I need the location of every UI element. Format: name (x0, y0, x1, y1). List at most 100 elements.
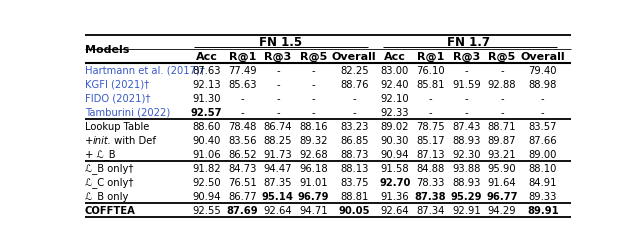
Text: 94.71: 94.71 (300, 205, 328, 215)
Text: 87.66: 87.66 (529, 135, 557, 145)
Text: R@5: R@5 (488, 52, 516, 62)
Text: 78.75: 78.75 (417, 121, 445, 131)
Text: 87.43: 87.43 (452, 121, 481, 131)
Text: 83.00: 83.00 (381, 66, 409, 76)
Text: -: - (276, 107, 280, 117)
Text: 92.33: 92.33 (381, 107, 409, 117)
Text: -: - (465, 66, 468, 76)
Text: 92.30: 92.30 (452, 149, 481, 159)
Text: 85.63: 85.63 (228, 80, 257, 90)
Text: FN 1.5: FN 1.5 (259, 36, 302, 49)
Text: 93.88: 93.88 (452, 163, 481, 173)
Text: Hartmann et al. (2017)†: Hartmann et al. (2017)† (85, 66, 205, 76)
Text: 78.48: 78.48 (228, 121, 257, 131)
Text: 76.10: 76.10 (417, 66, 445, 76)
Text: -: - (312, 66, 316, 76)
Text: -: - (312, 107, 316, 117)
Text: 92.91: 92.91 (452, 205, 481, 215)
Text: 86.74: 86.74 (264, 121, 292, 131)
Text: 87.34: 87.34 (417, 205, 445, 215)
Text: -: - (541, 94, 545, 104)
Text: 85.81: 85.81 (417, 80, 445, 90)
Text: 83.23: 83.23 (340, 121, 369, 131)
Text: 91.73: 91.73 (264, 149, 292, 159)
Text: 87.69: 87.69 (227, 205, 258, 215)
Text: -: - (500, 66, 504, 76)
Text: 88.98: 88.98 (529, 80, 557, 90)
Text: 88.25: 88.25 (264, 135, 292, 145)
Text: -: - (353, 94, 356, 104)
Text: FN 1.7: FN 1.7 (447, 36, 490, 49)
Text: R@3: R@3 (264, 52, 292, 62)
Text: 92.70: 92.70 (380, 177, 411, 187)
Text: ℒ_B only†: ℒ_B only† (85, 162, 134, 173)
Text: 96.18: 96.18 (300, 163, 328, 173)
Text: -: - (429, 94, 433, 104)
Text: 92.68: 92.68 (300, 149, 328, 159)
Text: 87.63: 87.63 (192, 66, 221, 76)
Text: 84.88: 84.88 (417, 163, 445, 173)
Text: 91.59: 91.59 (452, 80, 481, 90)
Text: R@3: R@3 (452, 52, 480, 62)
Text: 95.90: 95.90 (488, 163, 516, 173)
Text: -: - (241, 107, 244, 117)
Text: 95.14: 95.14 (262, 191, 294, 201)
Text: 92.57: 92.57 (191, 107, 222, 117)
Text: 89.87: 89.87 (488, 135, 516, 145)
Text: 94.29: 94.29 (488, 205, 516, 215)
Text: +: + (85, 135, 97, 145)
Text: 95.29: 95.29 (451, 191, 482, 201)
Text: 96.77: 96.77 (486, 191, 518, 201)
Text: 92.64: 92.64 (381, 205, 409, 215)
Text: 77.49: 77.49 (228, 66, 257, 76)
Text: 90.94: 90.94 (192, 191, 221, 201)
Text: 88.93: 88.93 (452, 177, 481, 187)
Text: 88.13: 88.13 (340, 163, 369, 173)
Text: -: - (500, 107, 504, 117)
Text: 86.77: 86.77 (228, 191, 257, 201)
Text: 89.00: 89.00 (529, 149, 557, 159)
Text: 84.91: 84.91 (529, 177, 557, 187)
Text: 87.38: 87.38 (415, 191, 447, 201)
Text: 91.06: 91.06 (192, 149, 221, 159)
Text: 88.81: 88.81 (340, 191, 369, 201)
Text: ℒ_B only: ℒ_B only (85, 190, 129, 201)
Text: Overall: Overall (332, 52, 376, 62)
Text: -: - (465, 94, 468, 104)
Text: 94.47: 94.47 (264, 163, 292, 173)
Text: 87.13: 87.13 (417, 149, 445, 159)
Text: 90.05: 90.05 (339, 205, 370, 215)
Text: -: - (353, 107, 356, 117)
Text: 91.36: 91.36 (381, 191, 409, 201)
Text: -: - (312, 80, 316, 90)
Text: 85.17: 85.17 (417, 135, 445, 145)
Text: 90.40: 90.40 (192, 135, 221, 145)
Text: 88.93: 88.93 (452, 135, 481, 145)
Text: 89.91: 89.91 (527, 205, 559, 215)
Text: R@5: R@5 (300, 52, 327, 62)
Text: init.: init. (92, 135, 111, 145)
Text: 91.58: 91.58 (381, 163, 409, 173)
Text: -: - (429, 107, 433, 117)
Text: 88.60: 88.60 (192, 121, 221, 131)
Text: 88.73: 88.73 (340, 149, 369, 159)
Text: 91.30: 91.30 (192, 94, 221, 104)
Text: 89.33: 89.33 (529, 191, 557, 201)
Text: 76.51: 76.51 (228, 177, 257, 187)
Text: -: - (312, 94, 316, 104)
Text: Overall: Overall (520, 52, 565, 62)
Text: 91.82: 91.82 (192, 163, 221, 173)
Text: 88.10: 88.10 (529, 163, 557, 173)
Text: 90.30: 90.30 (381, 135, 409, 145)
Text: Tamburini (2022): Tamburini (2022) (85, 107, 170, 117)
Text: COFFTEA: COFFTEA (85, 205, 136, 215)
Text: 92.64: 92.64 (264, 205, 292, 215)
Text: Acc: Acc (196, 52, 218, 62)
Text: + ℒ_B: + ℒ_B (85, 149, 116, 160)
Text: 82.25: 82.25 (340, 66, 369, 76)
Text: -: - (541, 107, 545, 117)
Text: 88.71: 88.71 (488, 121, 516, 131)
Text: 90.94: 90.94 (381, 149, 409, 159)
Text: 92.88: 92.88 (488, 80, 516, 90)
Text: Acc: Acc (384, 52, 406, 62)
